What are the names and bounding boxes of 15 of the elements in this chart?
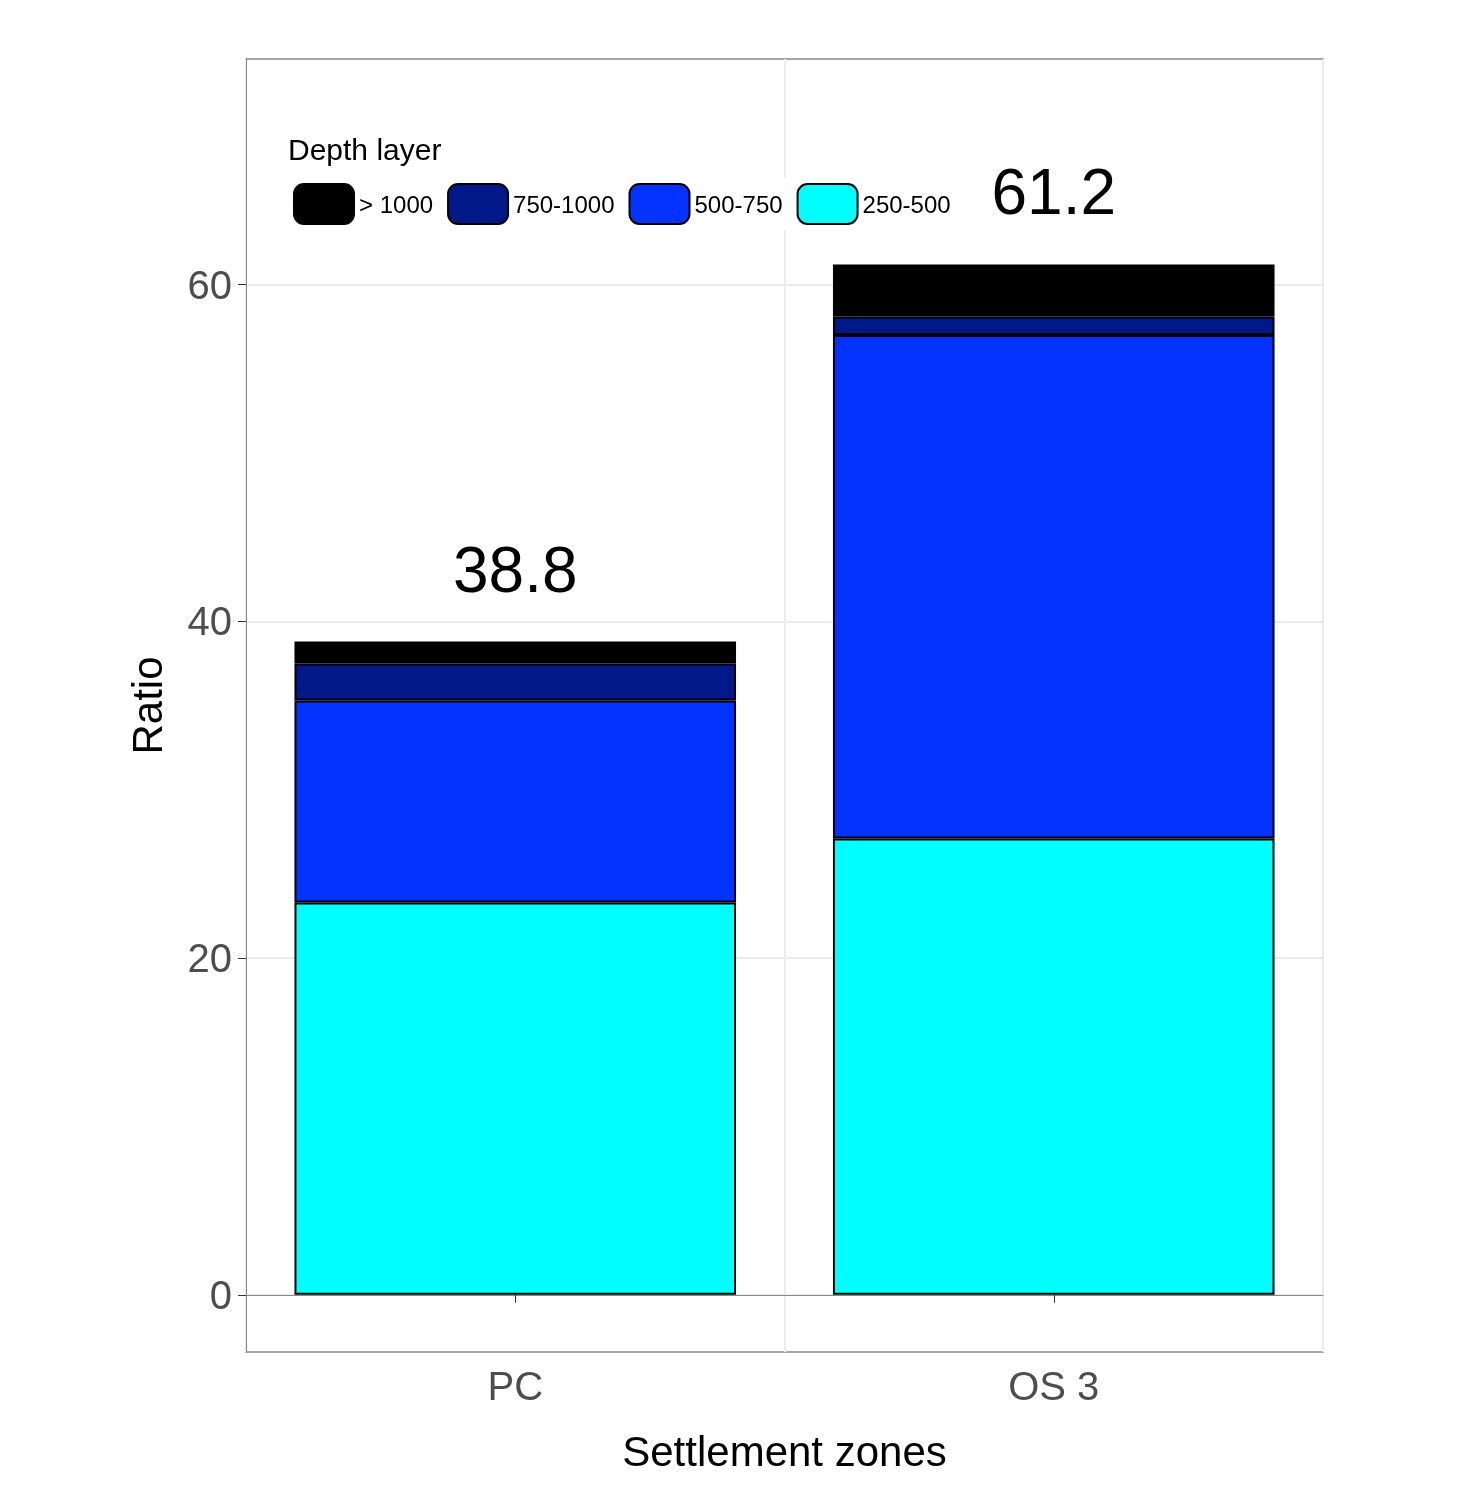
- x-axis-title: Settlement zones: [622, 1427, 947, 1475]
- x-tick-label: OS 3: [1008, 1364, 1100, 1408]
- legend-title: Depth layer: [288, 132, 442, 166]
- y-tick-label: 40: [187, 599, 232, 644]
- y-tick-label: 60: [187, 262, 232, 307]
- total-label: 38.8: [452, 533, 578, 606]
- legend-label: 250-500: [862, 190, 951, 218]
- legend-label: 750-1000: [513, 190, 615, 218]
- legend-label: 500-750: [694, 190, 783, 218]
- legend-label: > 1000: [359, 190, 434, 218]
- total-label: 61.2: [991, 156, 1117, 229]
- y-tick-label: 20: [187, 936, 232, 981]
- x-tick-label: PC: [487, 1364, 544, 1408]
- y-tick-label: 0: [209, 1272, 232, 1317]
- y-axis-title: Ratio: [123, 656, 171, 755]
